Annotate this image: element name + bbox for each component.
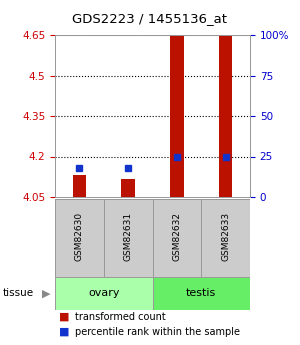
Text: GSM82631: GSM82631 [124, 212, 133, 261]
Bar [121, 179, 135, 197]
Text: transformed count: transformed count [75, 312, 166, 322]
Text: ovary: ovary [88, 288, 119, 298]
Text: testis: testis [186, 288, 216, 298]
Bar [73, 175, 86, 197]
Text: GSM82632: GSM82632 [172, 212, 182, 261]
Bar [55, 199, 104, 277]
Text: tissue: tissue [3, 288, 34, 298]
Text: GSM82633: GSM82633 [221, 212, 230, 261]
Bar [152, 277, 250, 310]
Bar [201, 199, 250, 277]
Text: GDS2223 / 1455136_at: GDS2223 / 1455136_at [73, 12, 227, 25]
Bar [152, 199, 201, 277]
Text: percentile rank within the sample: percentile rank within the sample [75, 327, 240, 337]
Text: ▶: ▶ [42, 288, 51, 298]
Text: GSM82630: GSM82630 [75, 212, 84, 261]
Bar [104, 199, 152, 277]
Bar [170, 35, 184, 197]
Bar [55, 277, 152, 310]
Text: ■: ■ [58, 327, 69, 337]
Bar [219, 35, 232, 197]
Text: ■: ■ [58, 312, 69, 322]
